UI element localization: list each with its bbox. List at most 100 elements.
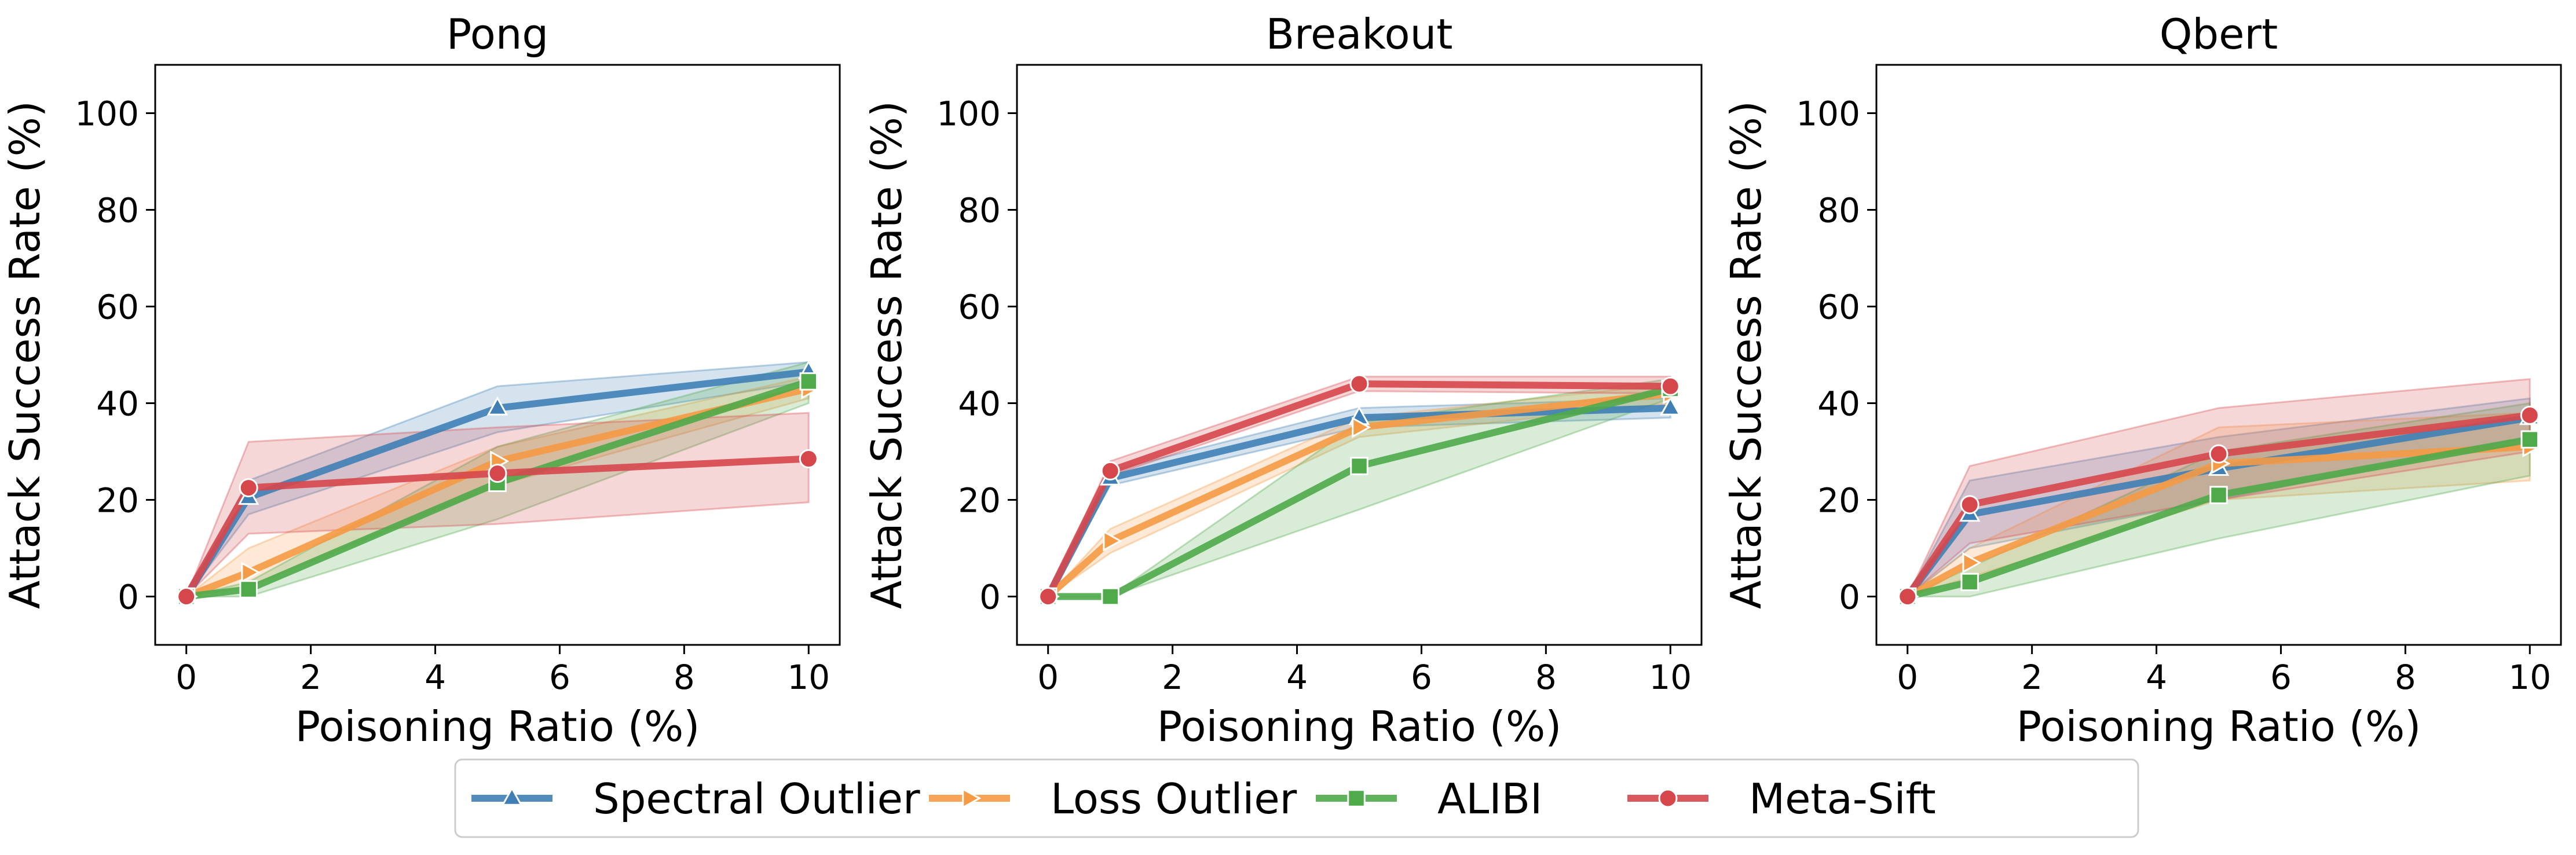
legend-marker xyxy=(962,787,982,809)
y-tick-label: 60 xyxy=(96,288,139,327)
point-spectral-outlier xyxy=(486,396,508,416)
point-alibi xyxy=(1101,587,1119,606)
point-meta-sift xyxy=(1038,587,1058,606)
point-meta-sift xyxy=(2209,444,2229,464)
line-alibi xyxy=(182,377,813,600)
legend-marker xyxy=(1347,789,1366,808)
point-alibi xyxy=(2520,430,2540,449)
y-tick-label: 20 xyxy=(1817,481,1860,520)
x-tick-label: 8 xyxy=(1535,658,1557,697)
x-tick-label: 8 xyxy=(674,658,695,697)
y-tick-label: 60 xyxy=(958,288,1001,327)
line-loss-outlier xyxy=(1044,390,1674,600)
y-tick-label: 40 xyxy=(1817,384,1860,424)
point-meta-sift xyxy=(2520,405,2540,425)
legend-item-spectral-outlier: Spectral Outlier xyxy=(471,775,920,823)
point-meta-sift xyxy=(1100,461,1120,480)
point-spectral-outlier xyxy=(1659,396,1681,416)
x-tick-label: 6 xyxy=(2270,658,2292,697)
legend-box xyxy=(454,758,2139,838)
y-axis-title: Attack Success Rate (%) xyxy=(862,101,911,609)
line-meta-sift xyxy=(1904,412,2534,600)
point-meta-sift xyxy=(1960,495,1979,515)
x-tick-label: 6 xyxy=(549,658,570,697)
legend-label: Meta-Sift xyxy=(1749,775,1936,823)
legend-label: Spectral Outlier xyxy=(593,775,920,823)
y-tick-label: 40 xyxy=(958,384,1001,424)
line-alibi xyxy=(1044,385,1674,600)
x-tick-label: 10 xyxy=(2508,658,2551,697)
x-tick-label: 2 xyxy=(1162,658,1183,697)
point-loss-outlier xyxy=(241,562,261,584)
point-loss-outlier xyxy=(1103,530,1122,552)
y-tick-label: 0 xyxy=(979,578,1001,617)
legend-item-alibi: ALIBI xyxy=(1316,775,1542,823)
x-axis-title: Poisoning Ratio (%) xyxy=(2017,702,2421,751)
point-alibi xyxy=(1350,457,1368,475)
x-axis-title: Poisoning Ratio (%) xyxy=(1157,702,1562,751)
x-tick-label: 0 xyxy=(1037,658,1059,697)
y-tick-label: 20 xyxy=(958,481,1001,520)
point-alibi xyxy=(2209,486,2228,504)
point-meta-sift xyxy=(177,587,196,606)
point-meta-sift xyxy=(799,449,818,469)
line-meta-sift xyxy=(182,455,813,600)
y-tick-label: 0 xyxy=(118,578,139,617)
y-tick-label: 80 xyxy=(96,191,139,230)
x-tick-label: 0 xyxy=(175,658,197,697)
y-tick-label: 100 xyxy=(75,94,139,134)
legend-marker xyxy=(501,786,523,806)
line-loss-outlier xyxy=(182,385,813,600)
x-tick-label: 10 xyxy=(787,658,830,697)
point-meta-sift xyxy=(1898,587,1918,606)
x-tick-label: 6 xyxy=(1411,658,1432,697)
legend-item-loss-outlier: Loss Outlier xyxy=(929,775,1297,823)
point-alibi xyxy=(799,372,818,391)
legend-label: ALIBI xyxy=(1437,775,1542,823)
point-loss-outlier xyxy=(1352,416,1371,438)
panel-title: Qbert xyxy=(2160,10,2278,58)
x-tick-label: 0 xyxy=(1897,658,1918,697)
y-tick-label: 20 xyxy=(96,481,139,520)
point-meta-sift xyxy=(488,464,507,483)
point-meta-sift xyxy=(1349,374,1369,394)
y-tick-label: 100 xyxy=(936,94,1001,134)
legend: Spectral Outlier Loss Outlier ALIBI Meta-Si… xyxy=(454,758,2139,838)
line-meta-sift xyxy=(1044,380,1674,600)
line-alibi xyxy=(1904,436,2534,600)
y-tick-label: 60 xyxy=(1817,288,1860,327)
x-tick-label: 4 xyxy=(1286,658,1308,697)
legend-label: Loss Outlier xyxy=(1051,775,1297,823)
y-axis-title: Attack Success Rate (%) xyxy=(1,101,49,609)
plot-frame xyxy=(1016,64,1703,646)
plot-frame xyxy=(154,64,841,646)
panel-title: Pong xyxy=(447,10,548,58)
point-alibi xyxy=(1960,573,1979,592)
x-tick-label: 2 xyxy=(300,658,321,697)
x-tick-label: 10 xyxy=(1649,658,1692,697)
y-tick-label: 100 xyxy=(1796,94,1860,134)
legend-item-meta-sift: Meta-Sift xyxy=(1627,775,1936,823)
panel-title: Breakout xyxy=(1266,10,1453,58)
point-loss-outlier xyxy=(1962,552,1982,574)
y-tick-label: 0 xyxy=(1839,578,1860,617)
legend-marker xyxy=(1658,788,1678,808)
x-tick-label: 4 xyxy=(2146,658,2167,697)
y-tick-label: 40 xyxy=(96,384,139,424)
y-axis-title: Attack Success Rate (%) xyxy=(1722,101,1770,609)
x-tick-label: 4 xyxy=(425,658,446,697)
x-tick-label: 8 xyxy=(2395,658,2416,697)
point-meta-sift xyxy=(1660,376,1680,396)
y-tick-label: 80 xyxy=(958,191,1001,230)
x-axis-title: Poisoning Ratio (%) xyxy=(295,702,700,751)
point-alibi xyxy=(239,580,258,599)
y-tick-label: 80 xyxy=(1817,191,1860,230)
line-loss-outlier xyxy=(1904,443,2534,600)
plot-frame xyxy=(1875,64,2562,646)
x-tick-label: 2 xyxy=(2021,658,2043,697)
point-meta-sift xyxy=(239,478,258,498)
